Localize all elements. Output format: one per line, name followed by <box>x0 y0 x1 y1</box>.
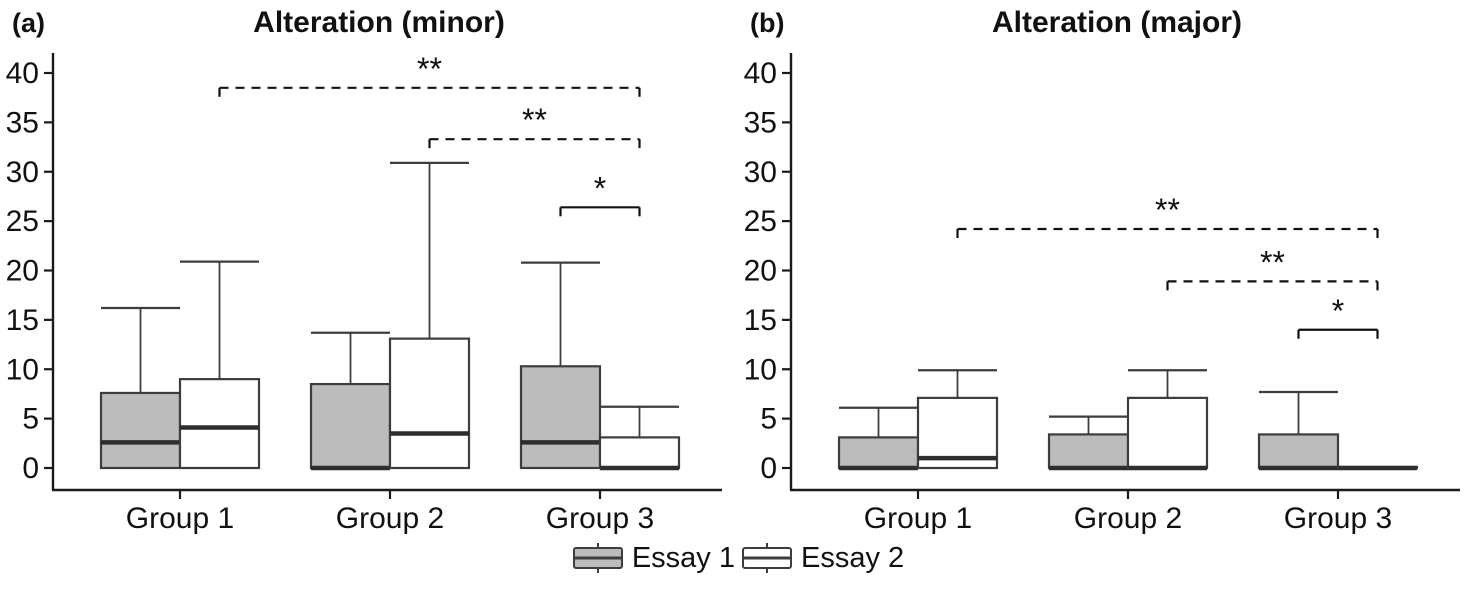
svg-text:20: 20 <box>744 255 777 288</box>
svg-text:10: 10 <box>744 353 777 386</box>
svg-text:*: * <box>1332 293 1344 329</box>
boxplot-key-icon <box>742 543 792 573</box>
svg-text:25: 25 <box>6 205 39 238</box>
svg-text:25: 25 <box>744 205 777 238</box>
svg-text:5: 5 <box>760 403 777 436</box>
svg-text:0: 0 <box>22 452 39 485</box>
panel-b-title: Alteration (major) <box>991 6 1243 39</box>
svg-text:40: 40 <box>6 57 39 90</box>
svg-text:**: ** <box>1260 244 1285 280</box>
svg-text:Group 3: Group 3 <box>546 502 654 535</box>
svg-text:Group 2: Group 2 <box>336 502 444 535</box>
svg-text:40: 40 <box>744 57 777 90</box>
panel-a: (a) Alteration (minor) 0 5 10 15 20 25 30 35 40 G… <box>0 0 738 540</box>
panel-a-title: Alteration (minor) <box>253 6 505 39</box>
svg-text:15: 15 <box>744 304 777 337</box>
svg-text:35: 35 <box>744 106 777 139</box>
svg-text:0: 0 <box>760 452 777 485</box>
svg-text:**: ** <box>417 51 442 87</box>
svg-text:15: 15 <box>6 304 39 337</box>
legend-label-essay2: Essay 2 <box>801 542 905 574</box>
panel-b: (b) Alteration (major) 0 5 10 15 20 25 30 35 40 G… <box>738 0 1476 540</box>
svg-text:**: ** <box>1155 192 1180 228</box>
panel-b-label: (b) <box>750 8 785 38</box>
svg-text:30: 30 <box>6 156 39 189</box>
svg-text:10: 10 <box>6 353 39 386</box>
legend-label-essay1: Essay 1 <box>631 542 735 574</box>
svg-text:Group 1: Group 1 <box>864 502 972 535</box>
legend-item-essay2: Essay 2 <box>741 540 904 576</box>
legend-item-essay1: Essay 1 <box>572 540 735 576</box>
svg-text:Group 3: Group 3 <box>1284 502 1392 535</box>
legend: Essay 1 Essay 2 <box>0 540 1476 576</box>
svg-text:**: ** <box>522 102 547 138</box>
svg-text:*: * <box>594 170 606 206</box>
svg-text:20: 20 <box>6 255 39 288</box>
svg-text:Group 2: Group 2 <box>1074 502 1182 535</box>
svg-text:30: 30 <box>744 156 777 189</box>
svg-text:Group 1: Group 1 <box>126 502 234 535</box>
boxplot-key-icon <box>572 543 623 573</box>
svg-text:5: 5 <box>22 403 39 436</box>
svg-text:35: 35 <box>6 106 39 139</box>
panel-a-label: (a) <box>12 8 45 38</box>
